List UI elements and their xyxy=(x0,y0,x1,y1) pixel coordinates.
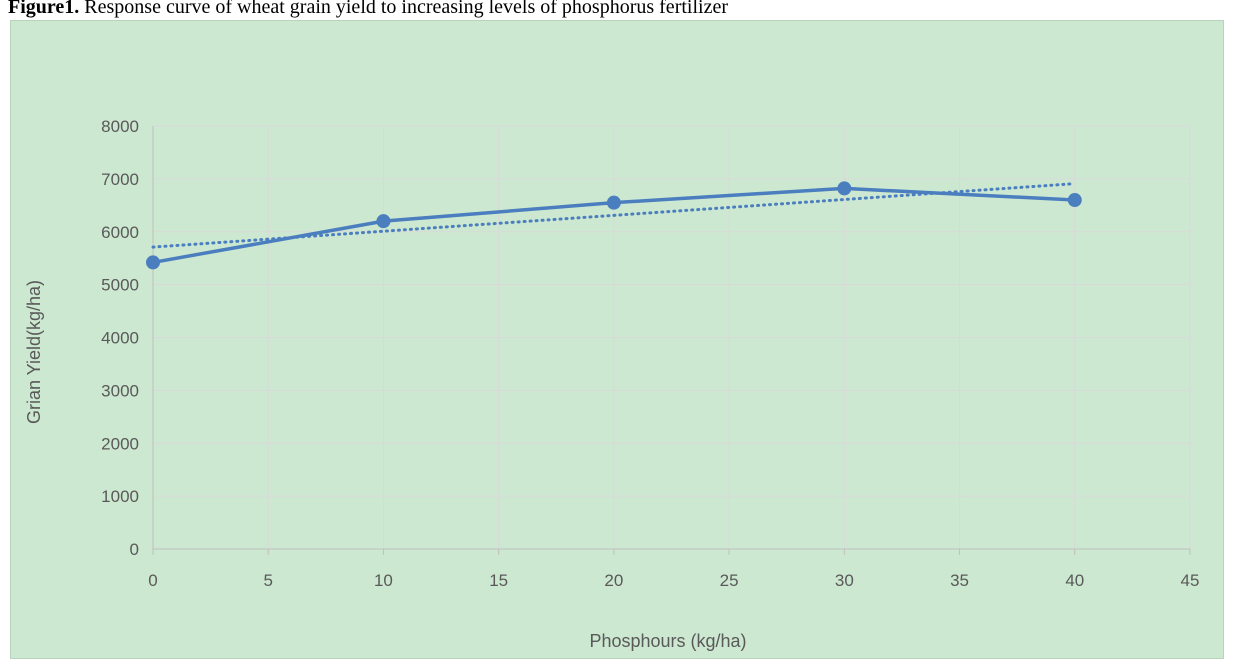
y-axis-title: Grian Yield(kg/ha) xyxy=(24,280,44,424)
x-tick-label: 45 xyxy=(1181,571,1200,590)
x-tick-label: 10 xyxy=(374,571,393,590)
x-tick-label: 30 xyxy=(835,571,854,590)
series-layer xyxy=(146,181,1082,270)
figure-label: Figure1. xyxy=(8,0,80,18)
data-point xyxy=(376,214,391,229)
y-tick-label: 6000 xyxy=(101,223,139,242)
data-point xyxy=(837,181,852,196)
trendline xyxy=(151,182,1077,249)
y-tick-label: 5000 xyxy=(101,276,139,295)
x-tick-label: 25 xyxy=(720,571,739,590)
x-tick-label: 35 xyxy=(950,571,969,590)
y-tick-label: 0 xyxy=(130,540,139,559)
x-tick-label: 5 xyxy=(263,571,272,590)
x-tick-label: 40 xyxy=(1065,571,1084,590)
data-point xyxy=(1067,193,1082,208)
x-tick-label: 20 xyxy=(604,571,623,590)
gridlines xyxy=(153,125,1191,549)
y-tick-label: 2000 xyxy=(101,434,139,453)
y-axis-tick-labels: 0 1000 2000 3000 4000 5000 6000 7000 8000 xyxy=(101,117,139,559)
figure-caption-text: Response curve of wheat grain yield to i… xyxy=(84,0,728,18)
x-tick-label: 15 xyxy=(489,571,508,590)
data-point xyxy=(606,195,621,210)
x-axis-tick-labels: 0 5 10 15 20 25 30 35 40 45 xyxy=(148,571,1199,590)
y-tick-label: 7000 xyxy=(101,170,139,189)
linear-trendline xyxy=(151,182,1077,249)
x-axis-title: Phosphours (kg/ha) xyxy=(589,631,746,651)
y-tick-label: 4000 xyxy=(101,329,139,348)
y-tick-label: 1000 xyxy=(101,487,139,506)
y-tick-label: 8000 xyxy=(101,117,139,136)
data-point xyxy=(146,255,160,270)
figure-caption: Figure1. Response curve of wheat grain y… xyxy=(8,0,728,20)
y-tick-label: 3000 xyxy=(101,381,139,400)
axes xyxy=(152,126,1191,555)
x-tick-label: 0 xyxy=(148,571,157,590)
